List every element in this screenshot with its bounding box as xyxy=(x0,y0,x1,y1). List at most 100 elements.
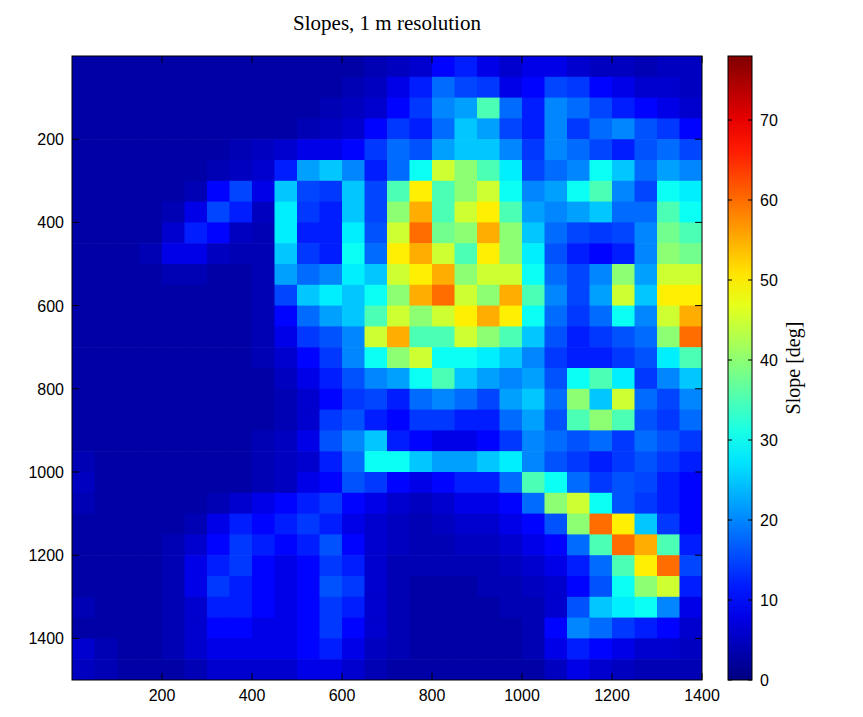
colorbar-tick-label: 0 xyxy=(760,672,769,689)
heatmap-cell xyxy=(365,285,388,306)
heatmap-cell xyxy=(72,389,95,410)
heatmap-cell xyxy=(162,410,185,431)
heatmap-cell xyxy=(95,368,118,389)
heatmap-cell xyxy=(95,326,118,347)
heatmap-cell xyxy=(387,264,410,285)
heatmap-cell xyxy=(680,139,703,160)
heatmap-cell xyxy=(387,555,410,576)
heatmap-cell xyxy=(140,493,163,514)
heatmap-cell xyxy=(500,389,523,410)
heatmap-cell xyxy=(432,597,455,618)
heatmap-cell xyxy=(342,451,365,472)
heatmap-cell xyxy=(500,347,523,368)
heatmap-cell xyxy=(275,472,298,493)
heatmap-cell xyxy=(635,202,658,223)
heatmap-cell xyxy=(545,368,568,389)
heatmap-cell xyxy=(612,451,635,472)
heatmap-cell xyxy=(365,659,388,680)
heatmap-cell xyxy=(297,389,320,410)
heatmap-cell xyxy=(185,56,208,77)
heatmap-cell xyxy=(612,202,635,223)
heatmap-cell xyxy=(500,118,523,139)
heatmap-cell xyxy=(567,638,590,659)
heatmap-cell xyxy=(410,181,433,202)
x-tick-label: 400 xyxy=(239,687,266,704)
heatmap-cell xyxy=(185,493,208,514)
heatmap-cell xyxy=(230,306,253,327)
heatmap-cell xyxy=(140,410,163,431)
heatmap-cell xyxy=(275,139,298,160)
heatmap-cell xyxy=(365,555,388,576)
heatmap-cell xyxy=(117,472,140,493)
heatmap-cell xyxy=(72,56,95,77)
heatmap-cell xyxy=(252,326,275,347)
heatmap-cell xyxy=(230,77,253,98)
heatmap-cell xyxy=(612,618,635,639)
heatmap-cell xyxy=(230,555,253,576)
heatmap-cell xyxy=(545,597,568,618)
heatmap-cell xyxy=(500,368,523,389)
heatmap-cell xyxy=(522,534,545,555)
heatmap-cell xyxy=(72,368,95,389)
heatmap-cell xyxy=(522,410,545,431)
heatmap-cell xyxy=(455,514,478,535)
heatmap-cell xyxy=(545,118,568,139)
heatmap-cell xyxy=(567,534,590,555)
heatmap-cell xyxy=(275,347,298,368)
heatmap-cell xyxy=(342,118,365,139)
heatmap-cell xyxy=(387,139,410,160)
heatmap-cell xyxy=(500,326,523,347)
heatmap-cell xyxy=(252,77,275,98)
heatmap-cell xyxy=(252,659,275,680)
heatmap-cell xyxy=(95,534,118,555)
heatmap-cell xyxy=(387,98,410,119)
heatmap-cell xyxy=(185,430,208,451)
heatmap-cell xyxy=(477,160,500,181)
heatmap-cell xyxy=(545,77,568,98)
heatmap-cell xyxy=(342,285,365,306)
heatmap-cell xyxy=(275,555,298,576)
heatmap-cell xyxy=(477,472,500,493)
y-tick-label: 800 xyxy=(37,381,64,398)
heatmap-cell xyxy=(252,285,275,306)
heatmap-cell xyxy=(72,618,95,639)
heatmap-cell xyxy=(455,347,478,368)
heatmap-cell xyxy=(252,576,275,597)
heatmap-cell xyxy=(680,98,703,119)
heatmap-cell xyxy=(252,368,275,389)
heatmap-cell xyxy=(635,264,658,285)
heatmap-cell xyxy=(635,139,658,160)
heatmap-cell xyxy=(567,368,590,389)
heatmap-cell xyxy=(635,347,658,368)
heatmap-cell xyxy=(230,410,253,431)
y-tick-right xyxy=(695,472,702,473)
heatmap-cell xyxy=(612,56,635,77)
heatmap-cell xyxy=(185,472,208,493)
heatmap-cell xyxy=(567,618,590,639)
heatmap-cell xyxy=(432,202,455,223)
heatmap-cell xyxy=(72,306,95,327)
heatmap-cell xyxy=(410,430,433,451)
heatmap-cell xyxy=(252,555,275,576)
heatmap-cell xyxy=(545,264,568,285)
heatmap-cell xyxy=(657,493,680,514)
heatmap-cell xyxy=(72,326,95,347)
heatmap-cell xyxy=(522,389,545,410)
heatmap-cell xyxy=(680,160,703,181)
heatmap-cell xyxy=(635,98,658,119)
heatmap-cell xyxy=(117,222,140,243)
heatmap-cell xyxy=(365,243,388,264)
heatmap-cell xyxy=(185,514,208,535)
heatmap-cell xyxy=(230,514,253,535)
heatmap-cell xyxy=(230,493,253,514)
heatmap-cell xyxy=(635,77,658,98)
heatmap-cell xyxy=(455,618,478,639)
heatmap-cell xyxy=(477,597,500,618)
heatmap-cell xyxy=(432,493,455,514)
heatmap-cell xyxy=(590,389,613,410)
heatmap-cell xyxy=(455,555,478,576)
heatmap-cell xyxy=(545,472,568,493)
heatmap-cell xyxy=(590,98,613,119)
heatmap-cell xyxy=(140,534,163,555)
heatmap-cell xyxy=(117,98,140,119)
